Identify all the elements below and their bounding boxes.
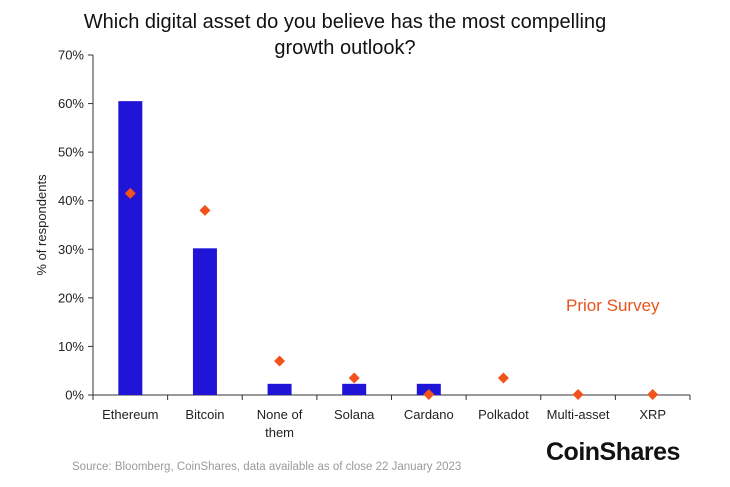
bar	[267, 383, 292, 395]
chart-title-line1: Which digital asset do you believe has t…	[83, 11, 607, 33]
prior-survey-marker	[348, 372, 360, 384]
x-category-label: XRP	[639, 407, 666, 422]
prior-survey-marker	[647, 389, 659, 401]
x-category-label: Ethereum	[102, 407, 158, 422]
bar	[342, 383, 367, 395]
x-category-label: Multi-asset	[547, 407, 610, 422]
bar	[192, 248, 217, 395]
source-note: Source: Bloomberg, CoinShares, data avai…	[72, 461, 462, 473]
prior-survey-marker	[423, 389, 435, 401]
prior-survey-marker	[274, 355, 286, 367]
y-tick-label: 10%	[58, 339, 84, 354]
prior-survey-marker	[199, 204, 211, 216]
coinshares-logo: CoinShares	[546, 438, 680, 466]
x-category-label: them	[265, 425, 294, 440]
y-tick-label: 0%	[65, 388, 84, 403]
prior-survey-label: Prior Survey	[566, 296, 660, 315]
y-tick-label: 70%	[58, 48, 84, 63]
y-axis-label: % of respondents	[34, 174, 49, 276]
chart-title-line2: growth outlook?	[274, 37, 416, 59]
prior-survey-marker	[497, 372, 509, 384]
y-tick-label: 50%	[58, 145, 84, 160]
x-category-label: Cardano	[404, 407, 454, 422]
y-tick-label: 60%	[58, 96, 84, 111]
prior-survey-marker	[124, 187, 136, 199]
y-tick-label: 20%	[58, 290, 84, 305]
bar	[118, 101, 143, 396]
y-tick-label: 40%	[58, 193, 84, 208]
prior-survey-marker	[572, 389, 584, 401]
x-category-label: Solana	[334, 407, 375, 422]
y-tick-label: 30%	[58, 242, 84, 257]
x-category-label: Bitcoin	[185, 407, 224, 422]
x-category-label: Polkadot	[478, 407, 529, 422]
x-category-label: None of	[257, 407, 303, 422]
